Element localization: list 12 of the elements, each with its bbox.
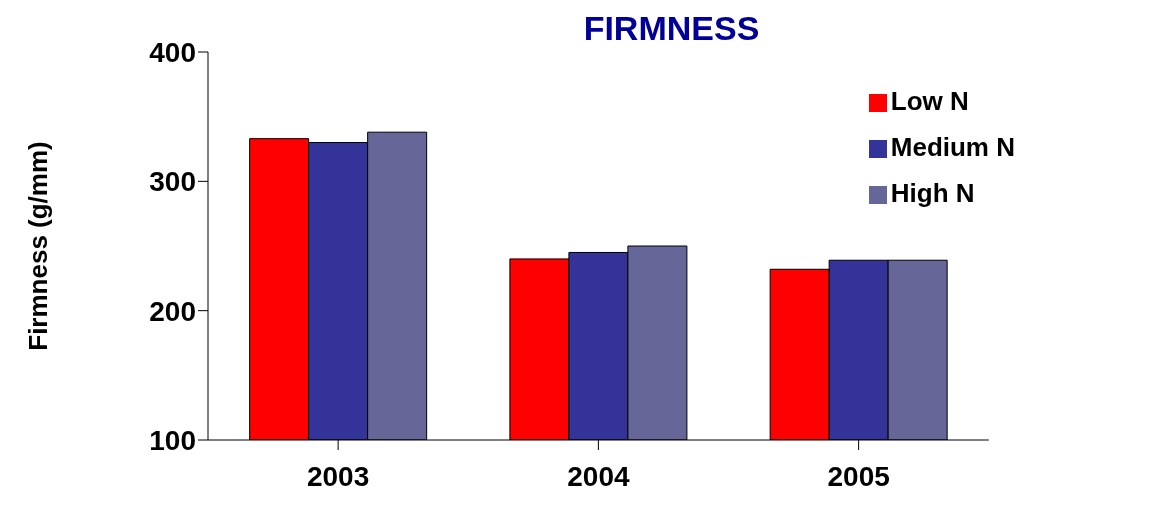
y-tick-label: 100 bbox=[149, 424, 196, 456]
x-tick-label: 2003 bbox=[306, 460, 370, 492]
legend-label: Low N bbox=[890, 86, 969, 116]
x-tick-label: 2005 bbox=[827, 460, 890, 492]
y-axis-title: Firmness (g/mm) bbox=[23, 141, 54, 351]
y-tick-label: 200 bbox=[149, 295, 196, 327]
chart-title: FIRMNESS bbox=[583, 9, 760, 47]
y-tick-label: 300 bbox=[149, 166, 196, 198]
legend-label: High N bbox=[890, 178, 975, 208]
x-tick-label: 2004 bbox=[567, 460, 630, 492]
legend-label: Medium N bbox=[890, 132, 1015, 162]
y-tick-label: 400 bbox=[149, 36, 196, 68]
